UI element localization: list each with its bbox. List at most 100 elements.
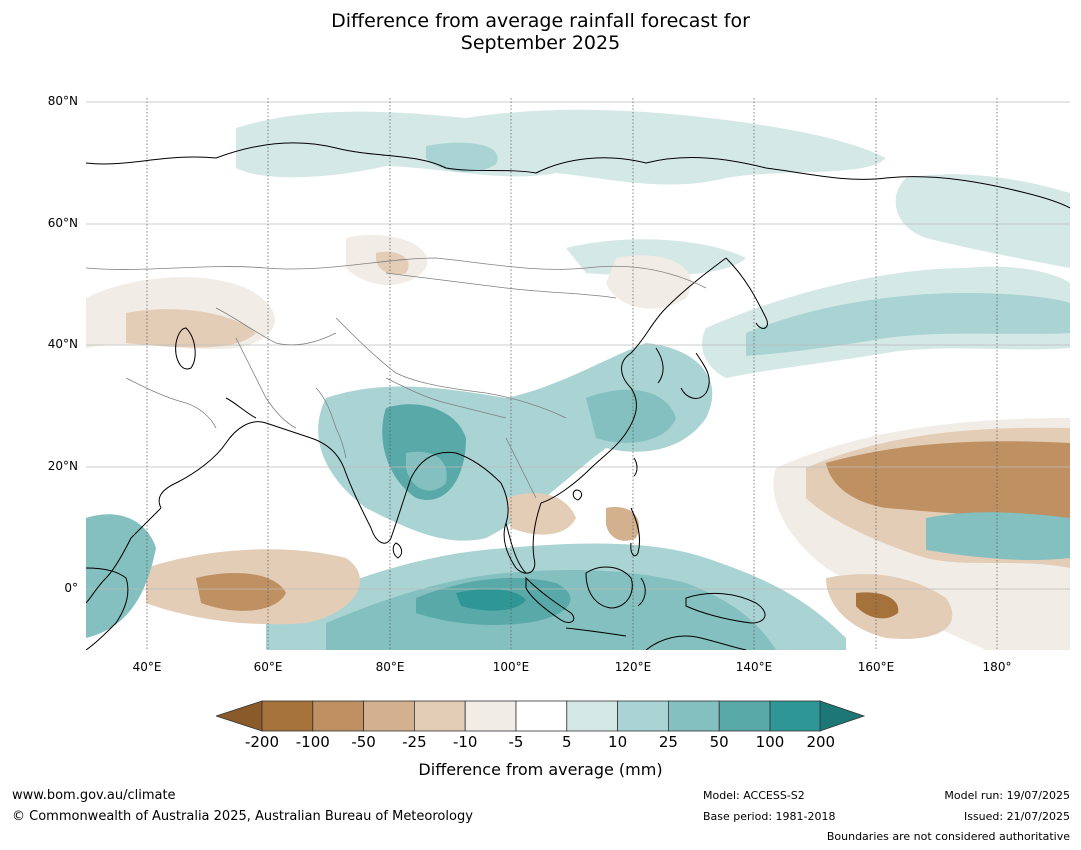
wet-field-arctic [236, 109, 886, 185]
colorbar-tick-label: -50 [351, 733, 376, 751]
dry-field-philippines [605, 507, 640, 541]
coastlines [86, 142, 1070, 650]
coastline-kamchatka [725, 257, 768, 329]
dry-field-pacific-south-inner [856, 592, 899, 619]
wet-field-maritime-center [456, 588, 526, 611]
coastline-korea [655, 347, 664, 384]
lat-label-60n: 60°N [47, 216, 78, 230]
coastline-india-west [310, 437, 372, 529]
lon-label-80e: 80°E [375, 660, 405, 674]
colorbar-tick-label: 10 [608, 733, 628, 751]
colorbar-tick-label: 25 [658, 733, 678, 751]
wet-field-south-pacific [926, 512, 1070, 561]
boundaries [86, 257, 707, 499]
coastline-sulawesi [637, 577, 646, 607]
colorbar-tick-label: -10 [452, 733, 478, 751]
coastline-arabian-sea [158, 421, 312, 509]
colorbar-tick-label: 100 [755, 733, 785, 751]
coastline-indochina [500, 482, 542, 574]
dry-field-mongolia-inner [376, 251, 409, 275]
colorbar-tick-label: -200 [244, 733, 280, 751]
boundary-china-west [335, 317, 567, 419]
boundary-middle-east [125, 377, 217, 429]
colorbar-box-1 [312, 700, 365, 732]
model-text: Model: ACCESS-S2 [703, 789, 805, 802]
wet-field-bay-of-bengal [406, 451, 447, 491]
rainfall-map[interactable] [86, 98, 1070, 650]
colorbar-box-0 [261, 700, 314, 732]
colorbar-tick-label: -100 [295, 733, 330, 751]
dry-field-iran [126, 309, 256, 348]
coastline-sri-lanka [392, 542, 403, 559]
colorbar-tick-label: 50 [709, 733, 729, 751]
coastline-sumatra [525, 576, 575, 623]
wet-field-north-pacific-inner [746, 293, 1070, 356]
wet-field-arctic-inner [426, 142, 498, 172]
colorbar [216, 700, 866, 732]
colorbar-box-8 [667, 700, 720, 732]
title-line-1: Difference from average rainfall forecas… [331, 10, 750, 32]
boundary-russia-south [86, 257, 707, 289]
colorbar-label: Difference from average (mm) [418, 760, 663, 779]
boundary-mongolia [385, 272, 617, 299]
coastline-malay-peninsula [505, 522, 527, 574]
colorbar-tick-label: -5 [508, 733, 524, 751]
dry-field-west-indian-ocean-inner [196, 573, 286, 611]
coastline-java [565, 627, 627, 637]
rainfall-map-svg [86, 98, 1070, 650]
coastline-africa-horn [86, 567, 129, 650]
coastline-philippines [630, 507, 641, 557]
lon-label-180: 180° [982, 660, 1012, 674]
colorbar-box-4 [464, 700, 517, 732]
coastline-hainan [572, 489, 583, 501]
boundary-india-pak [315, 387, 347, 459]
map-title: Difference from average rainfall forecas… [0, 10, 1081, 54]
meridians [146, 98, 998, 650]
lat-label-0: 0° [64, 581, 78, 595]
coastline-australia-north [645, 635, 747, 650]
coastline-taiwan [633, 457, 638, 477]
coastline-bay-of-bengal [370, 451, 502, 544]
lat-label-20n: 20°N [47, 459, 78, 473]
boundary-central-asia [215, 307, 337, 346]
graticule [86, 101, 1070, 590]
colorbar-under-arrow [216, 700, 263, 732]
lon-label-120e: 120°E [614, 660, 652, 674]
coastline-east-asia [540, 257, 727, 504]
wet-field-east-siberia [895, 174, 1070, 268]
coastline-caspian [175, 327, 196, 370]
dry-field-indochina [506, 493, 576, 535]
lon-label-100e: 100°E [492, 660, 530, 674]
coastline-new-guinea [685, 593, 766, 624]
lat-label-40n: 40°N [47, 337, 78, 351]
lat-label-80n: 80°N [47, 94, 78, 108]
wet-field-south-china [586, 389, 676, 443]
coastline-persian-gulf [225, 397, 257, 419]
anomaly-fields [86, 109, 1070, 650]
boundary-southeast-asia [505, 437, 537, 499]
lon-label-160e: 160°E [857, 660, 895, 674]
colorbar-box-7 [617, 700, 669, 732]
copyright-text: © Commonwealth of Australia 2025, Austra… [12, 809, 473, 824]
coastline-arctic [86, 142, 1070, 209]
boundary-iran-afghan [235, 337, 297, 429]
coastline-japan [680, 352, 710, 399]
colorbar-tick-label: 200 [806, 733, 836, 751]
lon-label-140e: 140°E [735, 660, 773, 674]
coastline-red-sea [86, 507, 162, 604]
website-link[interactable]: www.bom.gov.au/climate [12, 788, 176, 803]
colorbar-box-5 [515, 700, 568, 732]
colorbar-tick-label: 5 [562, 733, 572, 751]
colorbar-box-2 [363, 700, 415, 732]
lon-label-40e: 40°E [132, 660, 162, 674]
disclaimer-text: Boundaries are not considered authoritat… [826, 830, 1070, 843]
colorbar-box-6 [566, 700, 618, 732]
colorbar-tick-label: -25 [402, 733, 427, 751]
lon-label-60e: 60°E [253, 660, 283, 674]
title-line-2: September 2025 [460, 32, 621, 54]
colorbar-box-9 [718, 700, 771, 732]
colorbar-box-10 [769, 700, 822, 732]
colorbar-over-arrow [819, 700, 866, 732]
colorbar-box-3 [413, 700, 466, 732]
model-run-text: Model run: 19/07/2025 [944, 789, 1070, 802]
